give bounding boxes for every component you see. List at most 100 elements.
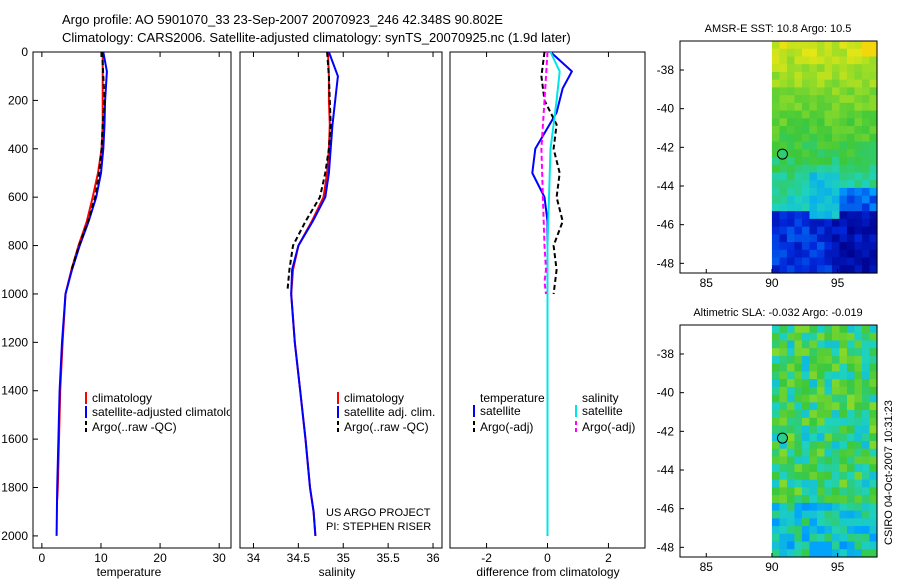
heat-cell <box>869 417 878 427</box>
heat-cell <box>786 402 796 411</box>
heat-cell <box>801 180 811 189</box>
series-line-salinity-argo-adj <box>540 51 549 295</box>
heat-cell <box>771 332 781 342</box>
ytick-label: 200 <box>8 93 28 107</box>
heat-cell <box>839 126 848 135</box>
heat-cell <box>839 495 848 504</box>
heat-cell <box>779 180 788 189</box>
heat-cell <box>869 180 878 189</box>
heat-cell <box>869 102 878 112</box>
heat-cell <box>869 211 878 220</box>
heat-cell <box>786 64 796 73</box>
heat-cell <box>839 549 848 558</box>
heat-cell <box>854 226 863 235</box>
heat-cell <box>831 386 841 396</box>
heat-cell <box>779 541 788 550</box>
heat-cell <box>861 441 871 450</box>
heat-cell <box>809 242 818 251</box>
heat-cell <box>771 526 781 535</box>
heat-cell <box>824 218 833 228</box>
heat-cell <box>801 218 811 228</box>
xtick-label: 35 <box>337 551 351 565</box>
heat-cell <box>869 549 878 558</box>
heat-cell <box>816 340 826 349</box>
heat-cell <box>801 417 811 427</box>
heat-cell <box>839 218 848 228</box>
heat-cell <box>801 518 811 527</box>
heat-cell <box>839 242 848 251</box>
heat-cell <box>816 180 826 189</box>
heat-cell <box>839 533 848 543</box>
heat-cell <box>771 348 781 357</box>
heat-cell <box>809 211 818 220</box>
heat-cell <box>771 433 781 442</box>
difference-panel: -2 0 2 difference from climatology tempera… <box>449 51 646 579</box>
heat-cell <box>854 164 863 174</box>
heat-cell <box>809 118 818 127</box>
heat-cell <box>816 363 826 372</box>
legend-label-sal-argo: Argo(..raw -QC) <box>344 420 429 434</box>
salinity-panel: 34 34.5 35 35.5 36 salinity climatology sate… <box>239 51 443 579</box>
heat-cell <box>809 371 818 380</box>
heat-cell <box>869 425 878 434</box>
heat-cell <box>794 87 803 96</box>
heat-cell <box>869 79 878 88</box>
heat-cell <box>816 133 826 143</box>
heat-cell <box>869 48 878 58</box>
heat-cell <box>869 141 878 150</box>
heat-cell <box>824 234 833 243</box>
heat-cell <box>801 348 811 357</box>
heat-cell <box>771 95 781 104</box>
heat-cell <box>861 402 871 411</box>
heat-cell <box>831 87 841 96</box>
heat-cell <box>846 195 856 204</box>
heat-cell <box>854 141 863 150</box>
heat-cell <box>839 95 848 104</box>
heat-cell <box>846 456 856 465</box>
heat-cell <box>779 363 788 372</box>
salinity-xticks: 34 34.5 35 35.5 36 <box>247 52 440 565</box>
heat-cell <box>816 56 826 65</box>
heat-cell <box>779 340 788 349</box>
heat-cell <box>786 133 796 143</box>
heat-cell <box>846 325 856 334</box>
heat-cell <box>869 187 878 197</box>
heat-cell <box>861 410 871 419</box>
heat-cell <box>794 355 803 365</box>
heat-cell <box>816 195 826 204</box>
heat-cell <box>831 518 841 527</box>
heat-cell <box>869 541 878 550</box>
xtick-label: 10 <box>94 551 108 565</box>
heat-cell <box>779 95 788 104</box>
heat-cell <box>869 464 878 473</box>
heat-cell <box>816 234 826 243</box>
heat-cell <box>861 226 871 235</box>
heat-cell <box>831 41 841 50</box>
heat-cell <box>809 249 818 259</box>
heat-cell <box>816 102 826 112</box>
heat-cell <box>824 133 833 143</box>
heat-cell <box>794 180 803 189</box>
heat-cell <box>854 249 863 259</box>
heat-cell <box>801 56 811 65</box>
salinity-axes <box>239 51 443 549</box>
heat-cell <box>779 265 788 274</box>
heat-cell <box>824 518 833 527</box>
heat-cell <box>861 56 871 65</box>
heat-cell <box>869 526 878 535</box>
heat-cell <box>816 402 826 411</box>
heat-cell <box>786 394 796 403</box>
heat-cell <box>801 533 811 543</box>
heat-cell <box>846 41 856 50</box>
heat-cell <box>824 79 833 88</box>
heat-cell <box>824 149 833 158</box>
heat-cell <box>831 249 841 259</box>
heat-cell <box>771 226 781 235</box>
sla-map-title: Altimetric SLA: -0.032 Argo: -0.019 <box>693 307 862 319</box>
heat-cell <box>786 363 796 372</box>
heat-cell <box>824 394 833 403</box>
heat-cell <box>846 495 856 504</box>
heat-cell <box>816 332 826 342</box>
heat-cell <box>794 495 803 504</box>
heat-cell <box>809 133 818 143</box>
